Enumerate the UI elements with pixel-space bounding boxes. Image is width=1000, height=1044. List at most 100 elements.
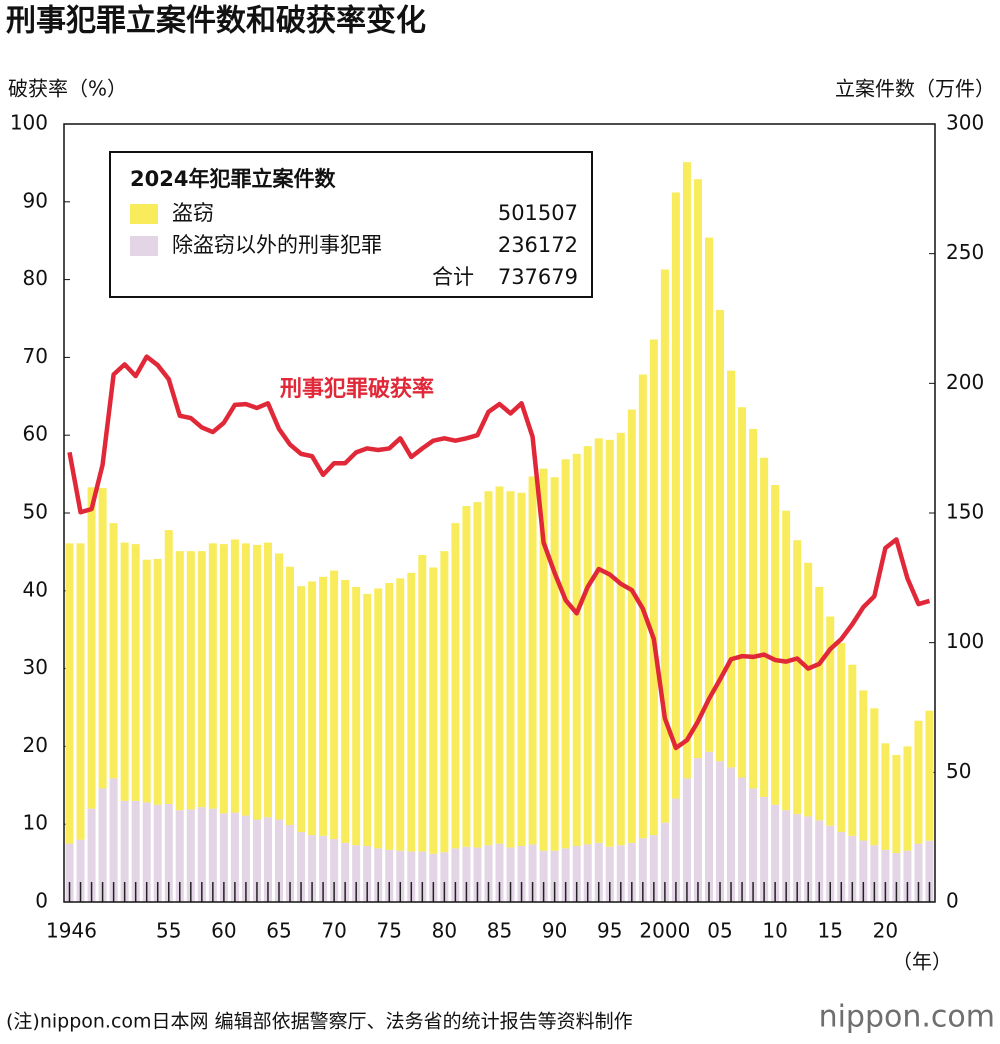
y2-tick-label: 250: [946, 240, 984, 264]
bar-segment: [793, 814, 802, 902]
legend-swatch: [130, 204, 158, 224]
bar-segment: [274, 553, 283, 820]
y-tick-label: 80: [23, 266, 48, 290]
x-unit: （年）: [892, 950, 952, 974]
bar-segment: [738, 777, 747, 902]
bar-segment: [749, 788, 758, 902]
bar-segment: [175, 810, 184, 902]
bar-segment: [594, 842, 603, 902]
bar-segment: [539, 850, 548, 902]
legend-value: 501507: [498, 201, 578, 225]
plot-frame: [63, 123, 936, 903]
bar-segment: [892, 754, 901, 853]
bar-segment: [76, 839, 85, 902]
bar-segment: [153, 804, 162, 902]
bar-segment: [561, 459, 570, 849]
bar-segment: [120, 800, 129, 902]
x-tick-label: 55: [156, 919, 181, 943]
bar-segment: [407, 572, 416, 852]
legend-box: [109, 151, 593, 298]
bar-segment: [153, 558, 162, 805]
bar-segment: [837, 831, 846, 902]
bar-segment: [760, 457, 769, 797]
bar-segment: [682, 162, 691, 779]
bar-segment: [175, 551, 184, 811]
x-tick-label: 65: [266, 919, 291, 943]
bar-segment: [583, 844, 592, 902]
bar-segment: [671, 192, 680, 799]
bar-segment: [660, 822, 669, 902]
bar-segment: [517, 845, 526, 902]
bar-segment: [605, 439, 614, 847]
bar-segment: [230, 539, 239, 813]
bar-segment: [429, 853, 438, 902]
x-tick-label: 10: [762, 919, 787, 943]
y2-tick-label: 200: [946, 370, 984, 394]
bar-segment: [550, 477, 559, 851]
legend-total: 737679: [498, 265, 578, 289]
bar-segment: [363, 845, 372, 902]
bar-segment: [506, 847, 515, 902]
bar-segment: [826, 825, 835, 902]
x-tick-label: 90: [542, 919, 567, 943]
bar-segment: [396, 578, 405, 851]
bar-segment: [98, 788, 107, 902]
bar-segment: [87, 487, 96, 809]
bar-segment: [914, 843, 923, 902]
bar-segment: [109, 523, 118, 779]
bar-segment: [462, 505, 471, 847]
y-tick-label: 0: [35, 889, 48, 913]
bar-segment: [65, 543, 74, 844]
bar-segment: [65, 843, 74, 902]
bar-segment: [286, 566, 295, 825]
legend-title: 2024年犯罪立案件数: [130, 167, 336, 191]
bar-segment: [252, 819, 261, 902]
bar-segment: [87, 808, 96, 902]
y-tick-label: 10: [23, 811, 48, 835]
bar-segment: [716, 309, 725, 762]
bar-segment: [407, 851, 416, 902]
bar-segment: [197, 551, 206, 808]
bar-segment: [297, 831, 306, 902]
bar-segment: [440, 852, 449, 902]
y-tick-label: 20: [23, 733, 48, 757]
bar-segment: [451, 848, 460, 902]
bar-segment: [782, 810, 791, 902]
bar-segment: [374, 588, 383, 849]
x-tick-label: 75: [377, 919, 402, 943]
bar-segment: [484, 491, 493, 846]
legend-label: 除盗窃以外的刑事犯罪: [172, 233, 382, 257]
bar-segment: [286, 824, 295, 902]
bar-segment: [363, 593, 372, 846]
bar-segment: [627, 842, 636, 902]
bar-segment: [914, 720, 923, 844]
bar-segment: [341, 842, 350, 902]
bar-segment: [308, 835, 317, 902]
bar-segment: [109, 778, 118, 902]
bar-segment: [517, 492, 526, 846]
bar-segment: [76, 543, 85, 840]
bar-segment: [330, 570, 339, 839]
x-tick-label: 2000: [639, 919, 690, 943]
bar-segment: [374, 848, 383, 902]
bar-segment: [572, 453, 581, 846]
x-tick-label: 80: [432, 919, 457, 943]
bar-segment: [252, 544, 261, 820]
bar-segment: [704, 751, 713, 902]
chart-title: 刑事犯罪立案件数和破获率变化: [6, 4, 426, 39]
x-tick-label: 85: [487, 919, 512, 943]
bar-segment: [418, 555, 427, 852]
bar-segment: [660, 269, 669, 823]
bar-segment: [870, 845, 879, 902]
bar-segment: [881, 849, 890, 902]
bar-segment: [771, 484, 780, 805]
bar-segment: [451, 523, 460, 849]
bar-segment: [682, 778, 691, 902]
brand-logo: nippon.com: [819, 1000, 995, 1035]
bar-segment: [186, 809, 195, 902]
bar-segment: [859, 840, 868, 902]
y2-tick-label: 100: [946, 629, 984, 653]
bar-segment: [98, 488, 107, 789]
y2-axis-label: 立案件数（万件）: [835, 77, 995, 101]
